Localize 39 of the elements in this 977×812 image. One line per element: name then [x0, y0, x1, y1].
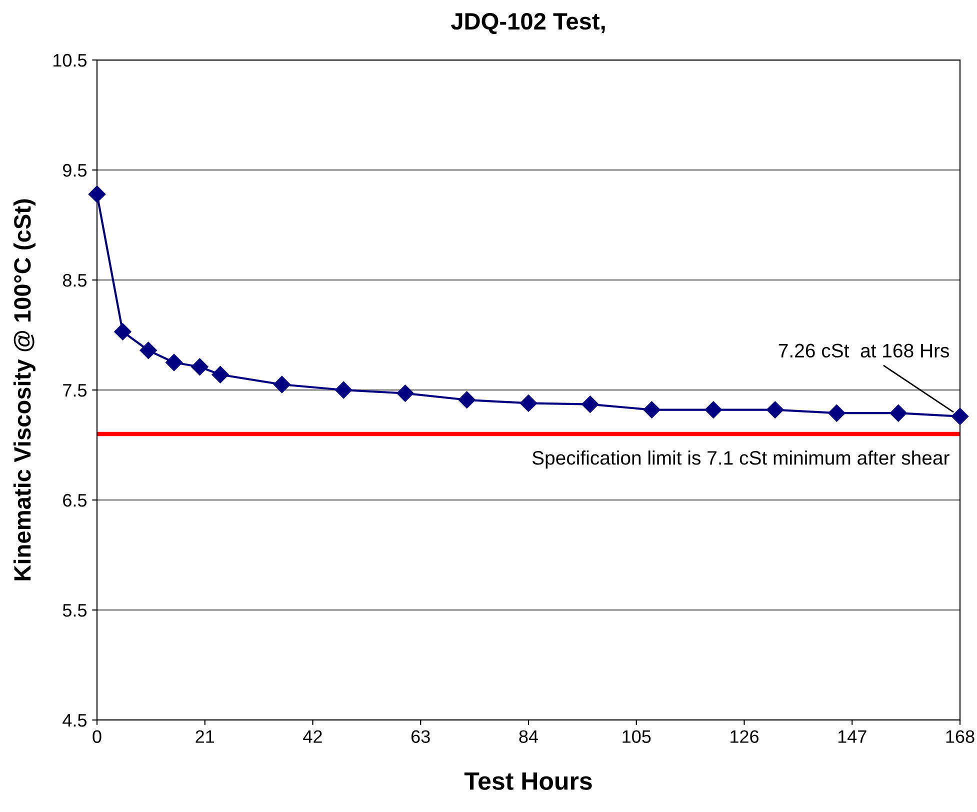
point	[704, 401, 722, 418]
point	[88, 186, 106, 203]
y-tick-label: 5.5	[62, 604, 87, 617]
point	[458, 391, 476, 408]
x-tick-label: 126	[730, 730, 759, 743]
y-tick-label: 4.5	[62, 714, 87, 727]
chart-title: JDQ-102 Test,	[451, 12, 605, 34]
point	[828, 404, 846, 422]
y-tick-label: 8.5	[62, 274, 87, 287]
x-tick-label: 42	[303, 730, 322, 743]
point	[766, 401, 784, 418]
point	[140, 342, 157, 359]
annotation: 7.26 cSt at 168 Hrs	[778, 344, 950, 358]
point	[890, 404, 907, 422]
point	[951, 408, 969, 425]
x-tick-label: 21	[196, 730, 214, 743]
x-tick-label: 0	[92, 730, 102, 743]
x-tick-label: 105	[622, 730, 651, 743]
x-tick-label: 63	[412, 730, 430, 743]
point	[166, 354, 183, 372]
point	[582, 396, 599, 413]
point	[114, 323, 132, 340]
y-tick-label: 10.5	[54, 54, 87, 67]
point	[643, 401, 660, 418]
x-tick-label: 84	[519, 730, 538, 743]
x-tick-label: 147	[838, 730, 866, 743]
point	[396, 384, 414, 402]
y-axis-title: Kinematic Viscosity @ 100°C (cSt)	[13, 199, 36, 580]
point	[191, 358, 208, 376]
y-tick-label: 6.5	[63, 494, 87, 507]
point	[335, 381, 352, 399]
point	[520, 394, 538, 412]
x-axis-title: Test Hours	[464, 772, 592, 790]
y-tick-label: 9.5	[63, 164, 87, 177]
y-tick-label: 7.5	[63, 384, 87, 397]
x-tick-label: 168	[946, 730, 974, 743]
point	[273, 376, 290, 394]
ref-line-label: Specification limit is 7.1 cSt minimum after shear	[532, 450, 950, 469]
point	[212, 366, 229, 384]
